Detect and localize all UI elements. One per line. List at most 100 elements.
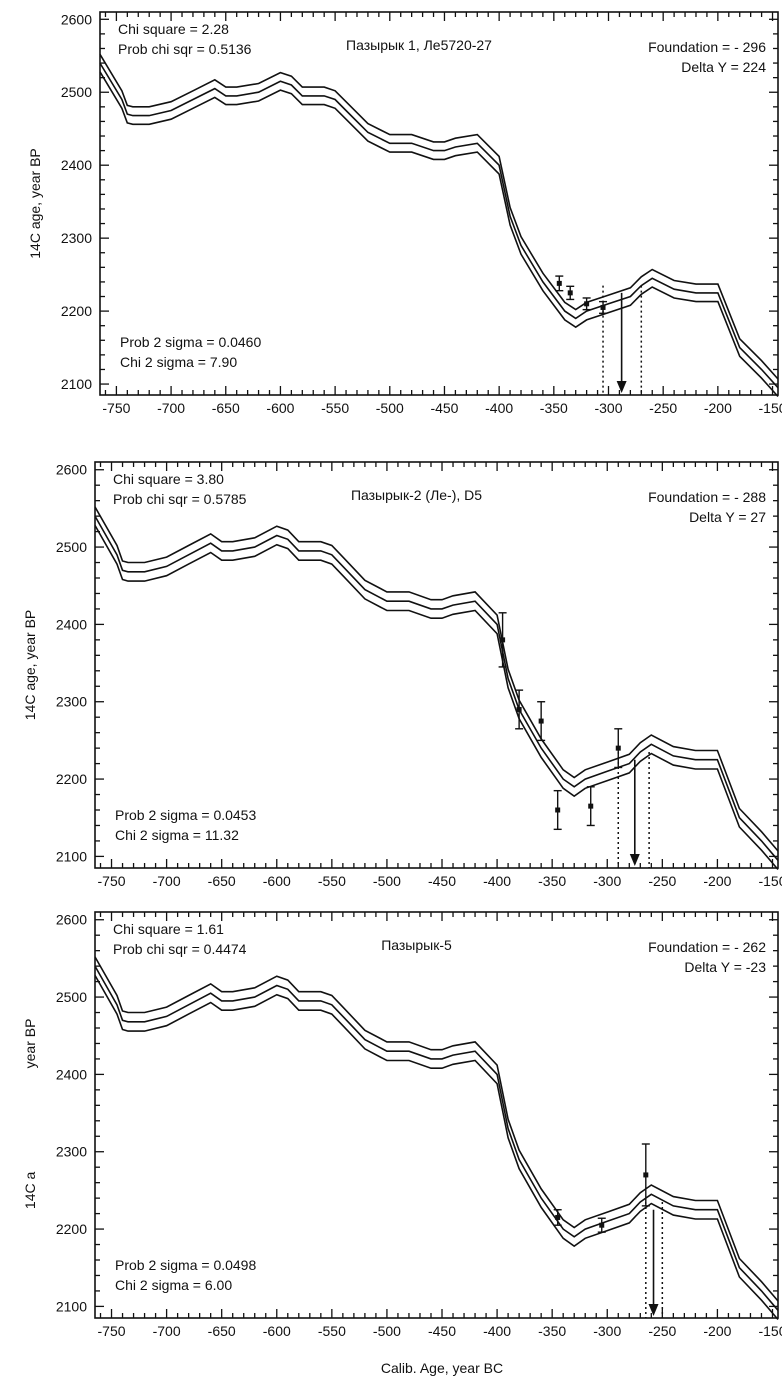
x-axis-label: Calib. Age, year BC (381, 1360, 503, 1376)
foundation-arrow-head (616, 381, 627, 393)
chart-title: Пазырык-2 (Ле-), D5 (351, 487, 482, 503)
prob-2-sigma-text: Prob 2 sigma = 0.0453 (115, 807, 256, 823)
data-point (600, 304, 606, 310)
x-tick-label: -200 (703, 1323, 731, 1339)
x-tick-label: -150 (758, 1323, 782, 1339)
x-tick-label: -450 (428, 873, 456, 889)
x-tick-label: -700 (153, 873, 181, 889)
data-point (567, 290, 573, 296)
y-tick-label: 2100 (61, 376, 92, 392)
x-tick-label: -600 (263, 1323, 291, 1339)
calibration-curve-center (94, 965, 779, 1311)
y-tick-label: 2500 (56, 539, 87, 555)
chi-square-text: Chi square = 2.28 (118, 21, 229, 37)
y-axis-label: 14C age, year BP (22, 610, 38, 721)
x-tick-label: -150 (759, 400, 782, 416)
x-tick-label: -350 (538, 873, 566, 889)
x-tick-label: -750 (98, 1323, 126, 1339)
chart-panel-2: -750 -700 -650 -600 -550 -500 -450 -400 -350 -300… (22, 461, 782, 889)
y-tick-label: 2600 (56, 912, 87, 928)
calibration-curve-lower (99, 71, 779, 398)
x-tick-label: -200 (704, 400, 732, 416)
foundation-arrow-head (648, 1304, 659, 1316)
chart-panel-1: -750 -700 -650 -600 -550 -500 -450 -400 -350 -300… (27, 11, 782, 416)
data-point (643, 1172, 649, 1178)
foundation-text: Foundation = - 262 (648, 939, 766, 955)
x-tick-label: -650 (212, 400, 240, 416)
x-tick-label: -600 (266, 400, 294, 416)
y-tick-label: 2100 (56, 848, 87, 864)
x-tick-label: -500 (373, 1323, 401, 1339)
chi-2-sigma-text: Chi 2 sigma = 6.00 (115, 1277, 232, 1293)
plot-frame (94, 911, 779, 1319)
calibration-curve-upper (94, 956, 779, 1302)
data-point (516, 706, 522, 712)
x-tick-label: -250 (648, 1323, 676, 1339)
y-tick-label: 2300 (56, 1144, 87, 1160)
x-tick-label: -400 (483, 873, 511, 889)
x-tick-label: -600 (263, 873, 291, 889)
chi-2-sigma-text: Chi 2 sigma = 11.32 (115, 827, 239, 843)
foundation-arrow-head (629, 854, 640, 866)
x-tick-label: -750 (102, 400, 130, 416)
y-tick-label: 2100 (56, 1298, 87, 1314)
calibration-curve-lower (94, 525, 779, 871)
y-tick-label: 2300 (56, 694, 87, 710)
delta-y-text: Delta Y = 27 (689, 509, 766, 525)
prob-2-sigma-text: Prob 2 sigma = 0.0498 (115, 1257, 256, 1273)
x-tick-label: -500 (373, 873, 401, 889)
chi-2-sigma-text: Chi 2 sigma = 7.90 (120, 354, 237, 370)
x-tick-label: -650 (208, 873, 236, 889)
delta-y-text: Delta Y = 224 (681, 59, 766, 75)
data-point (584, 301, 590, 307)
x-tick-label: -250 (649, 400, 677, 416)
y-tick-label: 2600 (56, 462, 87, 478)
data-point (555, 807, 561, 813)
data-point (555, 1214, 561, 1220)
data-point (588, 803, 594, 809)
data-point (615, 745, 621, 751)
data-point (556, 280, 562, 286)
data-point (538, 718, 544, 724)
y-axis-label: 14C age, year BP (27, 148, 43, 259)
y-tick-label: 2300 (61, 230, 92, 246)
chart-panel-3: -750 -700 -650 -600 -550 -500 -450 -400 -350 -300… (22, 911, 782, 1339)
prob-2-sigma-text: Prob 2 sigma = 0.0460 (120, 334, 261, 350)
y-tick-label: 2200 (61, 303, 92, 319)
x-tick-label: -300 (593, 1323, 621, 1339)
y-axis-label: 14C a (22, 1172, 38, 1210)
x-tick-label: -650 (208, 1323, 236, 1339)
foundation-text: Foundation = - 296 (648, 39, 766, 55)
x-tick-label: -350 (540, 400, 568, 416)
plot-frame (94, 461, 779, 869)
y-axis-label-extra: year BP (22, 1019, 38, 1069)
chi-square-text: Chi square = 1.61 (113, 921, 224, 937)
y-tick-label: 2600 (61, 11, 92, 27)
prob-chi-sqr-text: Prob chi sqr = 0.4474 (113, 941, 247, 957)
x-tick-label: -300 (594, 400, 622, 416)
data-point (599, 1222, 605, 1228)
x-tick-label: -400 (485, 400, 513, 416)
x-tick-label: -550 (321, 400, 349, 416)
prob-chi-sqr-text: Prob chi sqr = 0.5785 (113, 491, 247, 507)
x-tick-label: -750 (98, 873, 126, 889)
foundation-text: Foundation = - 288 (648, 489, 766, 505)
chart-title: Пазырык 1, Ле5720-27 (346, 37, 492, 53)
x-tick-label: -250 (648, 873, 676, 889)
y-tick-label: 2500 (56, 989, 87, 1005)
x-tick-label: -550 (318, 873, 346, 889)
delta-y-text: Delta Y = -23 (684, 959, 766, 975)
y-tick-label: 2400 (61, 157, 92, 173)
chart-title: Пазырык-5 (381, 937, 452, 953)
calibration-curve-center (99, 62, 779, 389)
prob-chi-sqr-text: Prob chi sqr = 0.5136 (118, 41, 252, 57)
calibration-curve-upper (94, 506, 779, 852)
x-tick-label: -200 (703, 873, 731, 889)
x-tick-label: -350 (538, 1323, 566, 1339)
y-tick-label: 2200 (56, 1221, 87, 1237)
x-tick-label: -700 (157, 400, 185, 416)
calibration-curve-lower (94, 975, 779, 1321)
y-tick-label: 2500 (61, 84, 92, 100)
x-tick-label: -150 (758, 873, 782, 889)
